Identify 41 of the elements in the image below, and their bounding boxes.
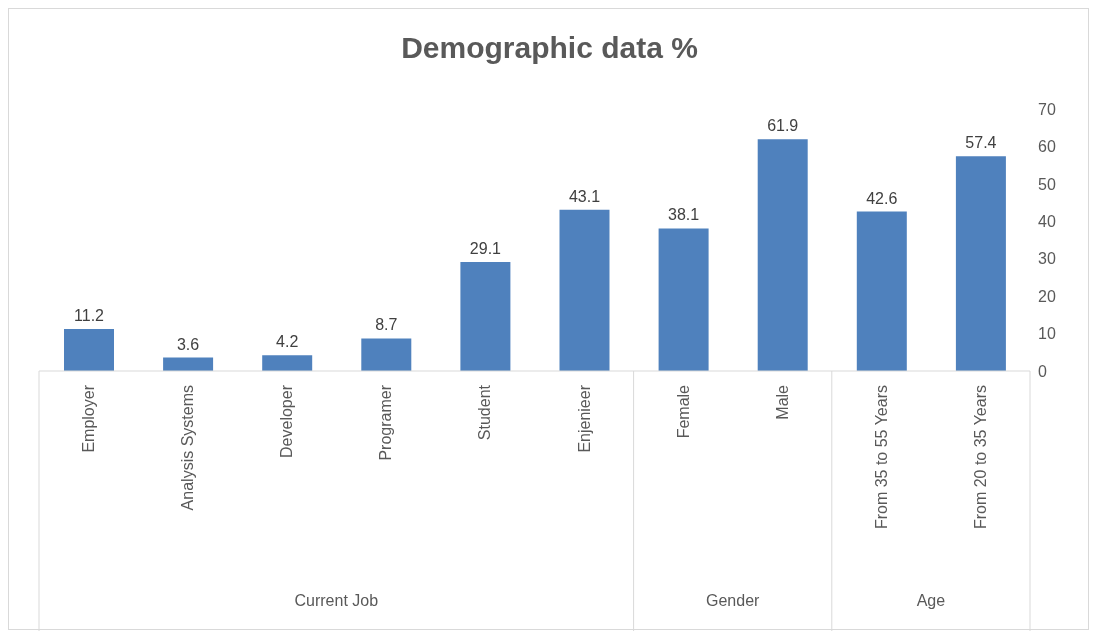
data-label: 38.1 [668, 206, 700, 224]
bar [757, 139, 808, 371]
bar [262, 355, 313, 371]
data-label: 11.2 [74, 307, 105, 325]
y-tick-label: 10 [1038, 325, 1056, 343]
data-label: 57.4 [965, 134, 997, 152]
x-tick-label: Student [476, 384, 494, 441]
bar [361, 338, 412, 371]
x-tick-label: From 20 to 35 Years [971, 385, 989, 530]
data-label: 42.6 [866, 189, 898, 207]
bar [856, 211, 907, 371]
bar [64, 329, 114, 371]
y-tick-label: 30 [1038, 250, 1056, 268]
x-tick-label: Developer [278, 384, 296, 458]
y-tick-label: 70 [1038, 100, 1056, 118]
data-label: 61.9 [767, 117, 799, 135]
y-tick-label: 20 [1038, 287, 1056, 305]
bar [658, 228, 709, 371]
bar [955, 156, 1006, 371]
bar [559, 209, 610, 371]
x-tick-label: From 35 to 55 Years [872, 385, 890, 530]
data-label: 4.2 [276, 333, 299, 351]
data-label: 8.7 [375, 316, 398, 334]
y-tick-label: 60 [1038, 138, 1056, 156]
x-tick-label: Employer [80, 384, 98, 453]
x-tick-label: Male [773, 384, 791, 420]
data-label: 29.1 [469, 240, 502, 258]
x-tick-label: Programer [377, 384, 395, 461]
data-label: 3.6 [176, 335, 200, 353]
chart-title: Demographic data % [400, 31, 699, 65]
text: Current Job [294, 592, 379, 609]
x-tick-label: Enjenieer [575, 384, 593, 453]
text: Age [916, 592, 946, 609]
x-tick-label: Female [674, 384, 692, 439]
text: Gender [706, 592, 761, 609]
x-tick-label: Analysis Systems [179, 385, 197, 511]
bar [460, 262, 511, 371]
y-tick-label: 0 [1038, 362, 1047, 380]
data-label: 43.1 [568, 187, 601, 205]
y-tick-label: 50 [1038, 175, 1056, 193]
y-tick-label: 40 [1038, 212, 1056, 230]
